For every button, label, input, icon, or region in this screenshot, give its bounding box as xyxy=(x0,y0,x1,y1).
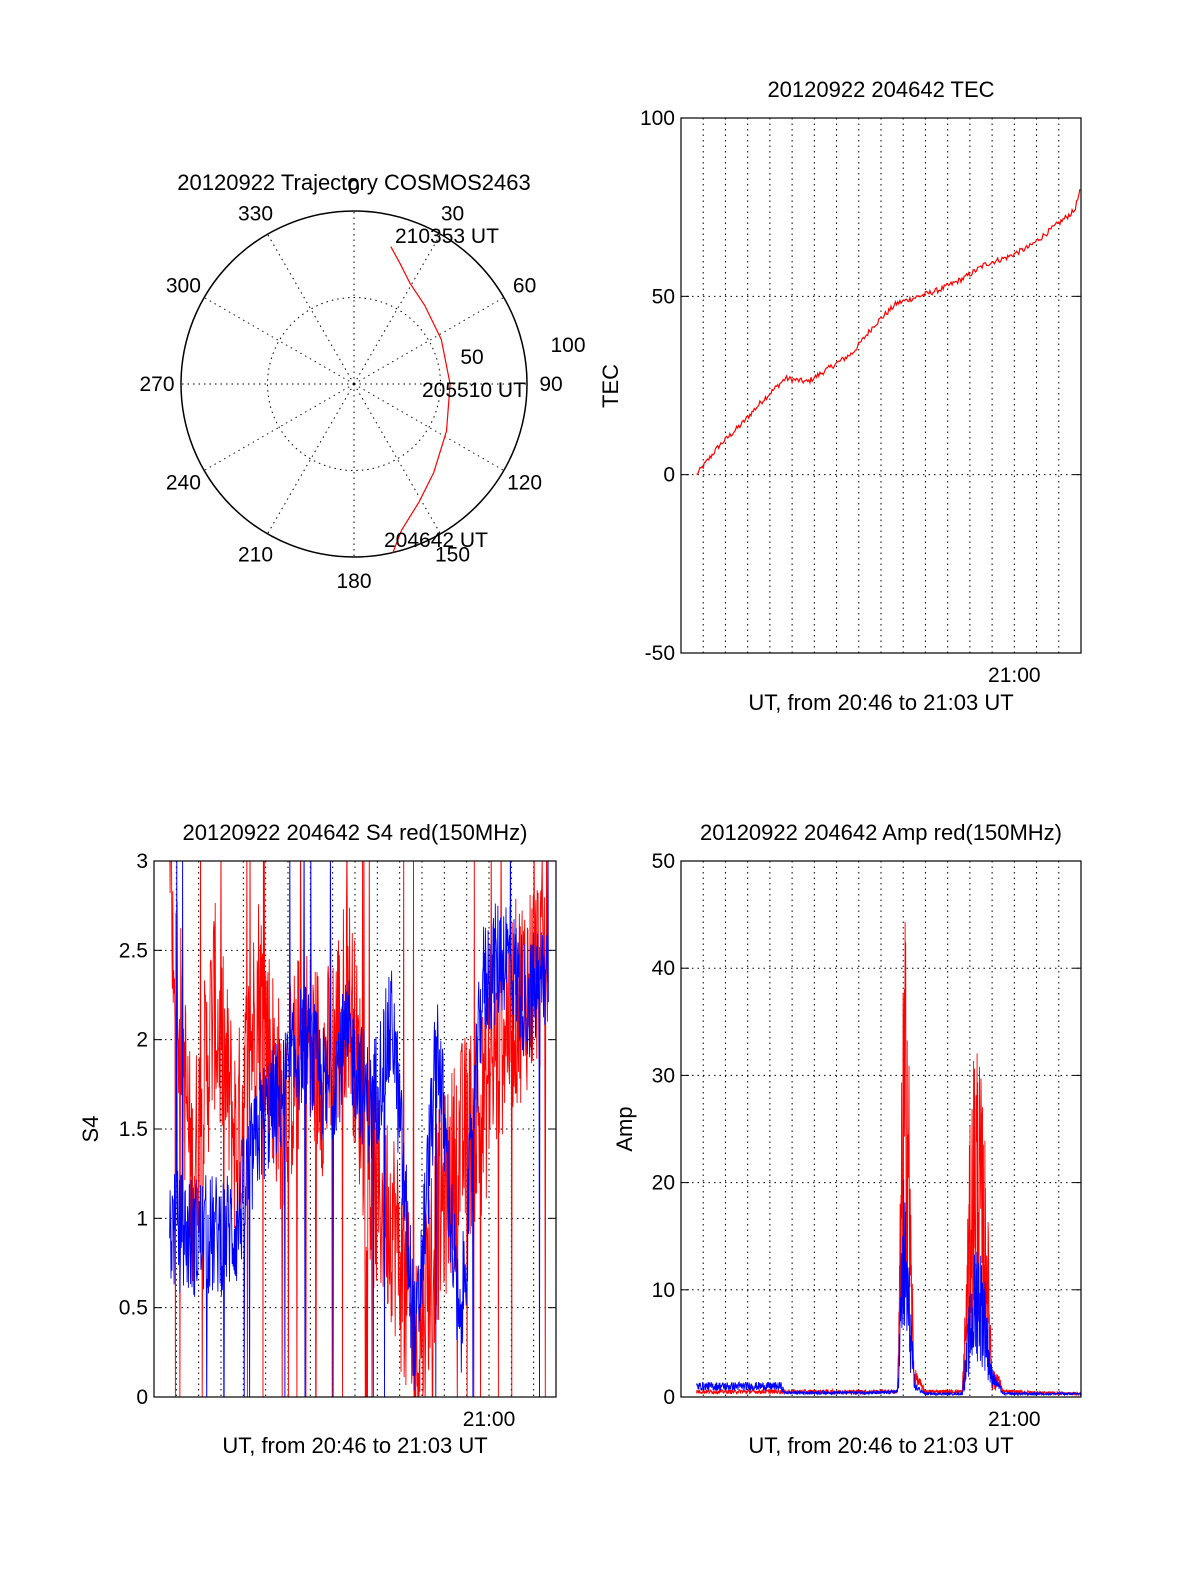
tec-x-axis-label: UT, from 20:46 to 21:03 UT xyxy=(748,690,1013,715)
polar-angle-label: 180 xyxy=(336,570,371,593)
annotation-start-time: 204642 UT xyxy=(384,529,488,552)
s4-red-line xyxy=(169,861,549,1397)
amp-chart: 20120922 204642 Amp red(150MHz) Amp UT, … xyxy=(612,820,1082,1458)
x-tick-label: 21:00 xyxy=(463,1408,516,1431)
polar-angle-label: 210 xyxy=(238,544,273,567)
amp-series-group xyxy=(696,921,1081,1397)
y-tick-label: 3 xyxy=(136,850,148,873)
polar-trajectory-chart: 20120922 Trajectory COSMOS2463 0 30 60 90 12… xyxy=(139,170,585,593)
tec-line xyxy=(696,188,1081,476)
y-tick-label: 20 xyxy=(652,1172,675,1195)
polar-angle-label: 240 xyxy=(166,472,201,495)
tec-chart: 20120922 204642 TEC TEC UT, from 20:46 t… xyxy=(598,77,1082,715)
polar-grid xyxy=(180,210,528,558)
y-tick-label: 10 xyxy=(652,1279,675,1302)
s4-chart: 20120922 204642 S4 red(150MHz) S4 UT, fr… xyxy=(78,820,557,1458)
polar-spoke xyxy=(203,297,355,385)
y-tick-label: 2 xyxy=(136,1029,148,1052)
tec-y-axis-label: TEC xyxy=(598,364,623,408)
y-tick-label: 50 xyxy=(652,285,675,308)
s4-title: 20120922 204642 S4 red(150MHz) xyxy=(183,820,528,845)
amp-red-line xyxy=(696,921,1081,1397)
amp-y-axis-label: Amp xyxy=(612,1106,637,1151)
s4-series-group xyxy=(169,861,549,1397)
s4-plot-area: 0 0.5 1 1.5 2 2.5 3 21:00 xyxy=(119,850,557,1431)
y-tick-label: 0.5 xyxy=(119,1297,148,1320)
amp-title: 20120922 204642 Amp red(150MHz) xyxy=(700,820,1062,845)
polar-spoke xyxy=(353,383,505,471)
y-tick-label: 0 xyxy=(136,1386,148,1409)
polar-radius-label: 50 xyxy=(460,346,483,369)
polar-radius-label: 100 xyxy=(550,334,585,357)
polar-title: 20120922 Trajectory COSMOS2463 xyxy=(177,170,530,195)
plot-frame xyxy=(680,860,1082,1398)
polar-track xyxy=(390,246,451,553)
polar-outer-ring xyxy=(180,210,528,558)
y-tick-label: 0 xyxy=(663,464,675,487)
annotation-end-time: 210353 UT xyxy=(395,225,499,248)
plot-frame xyxy=(153,860,557,1398)
y-tick-label: 50 xyxy=(652,850,675,873)
polar-angle-label: 0 xyxy=(348,176,360,199)
polar-angle-label: 30 xyxy=(441,202,464,225)
amp-blue-line xyxy=(696,1179,1081,1397)
y-tick-label: 0 xyxy=(663,1386,675,1409)
polar-angle-label: 330 xyxy=(238,202,273,225)
polar-angle-label: 150 xyxy=(435,544,470,567)
polar-spoke xyxy=(353,383,441,535)
s4-y-axis-label: S4 xyxy=(78,1116,103,1143)
tec-title: 20120922 204642 TEC xyxy=(767,77,994,102)
y-tick-label: 100 xyxy=(640,107,675,130)
polar-ring-50 xyxy=(267,297,441,471)
polar-spoke xyxy=(267,383,355,535)
polar-radius-labels: 50 100 xyxy=(460,334,585,369)
polar-angle-label: 120 xyxy=(507,472,542,495)
annotation-mid-time: 205510 UT xyxy=(422,379,526,402)
x-tick-label: 21:00 xyxy=(988,1408,1041,1431)
amp-plot-area: 0 10 20 30 40 50 21:00 xyxy=(652,850,1082,1431)
polar-angle-labels: 0 30 60 90 120 150 180 210 240 270 300 330 xyxy=(139,176,562,593)
s4-x-axis-label: UT, from 20:46 to 21:03 UT xyxy=(222,1433,487,1458)
y-tick-label: 40 xyxy=(652,957,675,980)
y-tick-label: -50 xyxy=(645,642,675,665)
polar-angle-label: 300 xyxy=(166,275,201,298)
y-tick-label: 1.5 xyxy=(119,1118,148,1141)
polar-spoke xyxy=(267,233,355,385)
polar-spoke xyxy=(203,383,355,471)
y-tick-label: 1 xyxy=(136,1207,148,1230)
x-tick-label: 21:00 xyxy=(988,664,1041,687)
s4-blue-line xyxy=(169,861,549,1397)
polar-angle-label: 270 xyxy=(139,373,174,396)
polar-spoke xyxy=(353,297,505,385)
polar-angle-label: 90 xyxy=(539,373,562,396)
y-tick-label: 2.5 xyxy=(119,939,148,962)
amp-x-axis-label: UT, from 20:46 to 21:03 UT xyxy=(748,1433,1013,1458)
satellite-track-line xyxy=(390,246,451,553)
polar-spoke xyxy=(353,233,441,385)
tec-plot-area: -50 0 50 100 21:00 xyxy=(640,107,1082,687)
polar-angle-label: 60 xyxy=(513,275,536,298)
plot-frame xyxy=(680,117,1082,654)
y-tick-label: 30 xyxy=(652,1064,675,1087)
